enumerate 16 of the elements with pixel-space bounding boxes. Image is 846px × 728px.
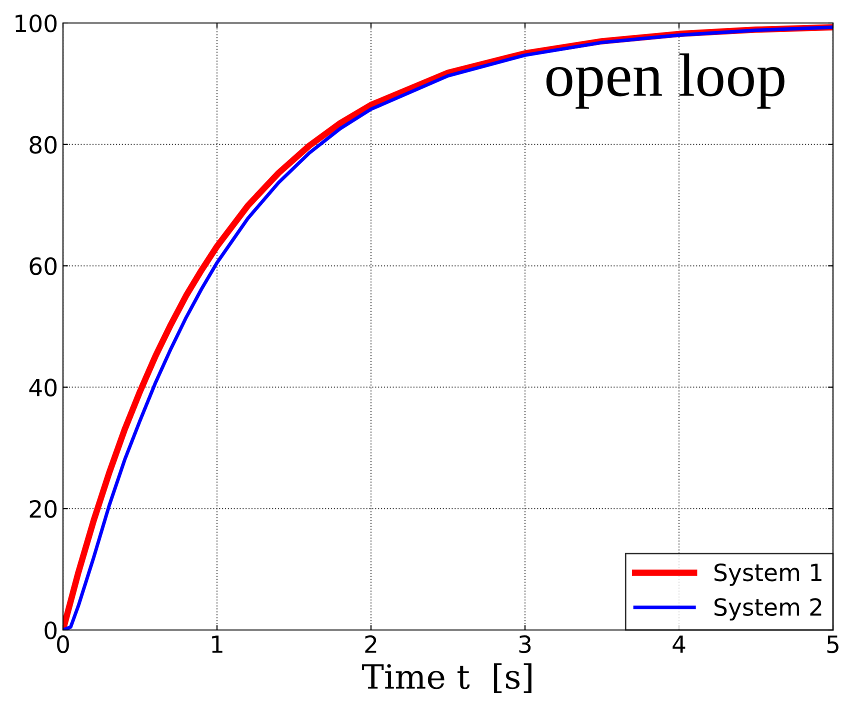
x-tick-label: 5 bbox=[827, 636, 838, 654]
y-tick-label: 80 bbox=[30, 136, 57, 154]
x-tick-label: 0 bbox=[57, 635, 69, 654]
y-tick-label: 60 bbox=[30, 257, 57, 276]
y-tick-label: 20 bbox=[30, 500, 57, 518]
annotation: open loop bbox=[546, 53, 784, 109]
x-tick-label: 1 bbox=[212, 636, 222, 653]
legend-label: System 1 bbox=[714, 563, 822, 586]
x-tick-label: 2 bbox=[365, 635, 376, 653]
y-tick-label: 100 bbox=[16, 14, 57, 32]
y-tick-label: 40 bbox=[29, 378, 57, 397]
y-tick-label: 0 bbox=[44, 621, 57, 640]
x-tick-label: 4 bbox=[672, 636, 686, 653]
x-axis-title: Time t [s] bbox=[362, 663, 532, 693]
legend-label: System 2 bbox=[714, 598, 822, 621]
x-tick-label: 3 bbox=[519, 635, 531, 654]
